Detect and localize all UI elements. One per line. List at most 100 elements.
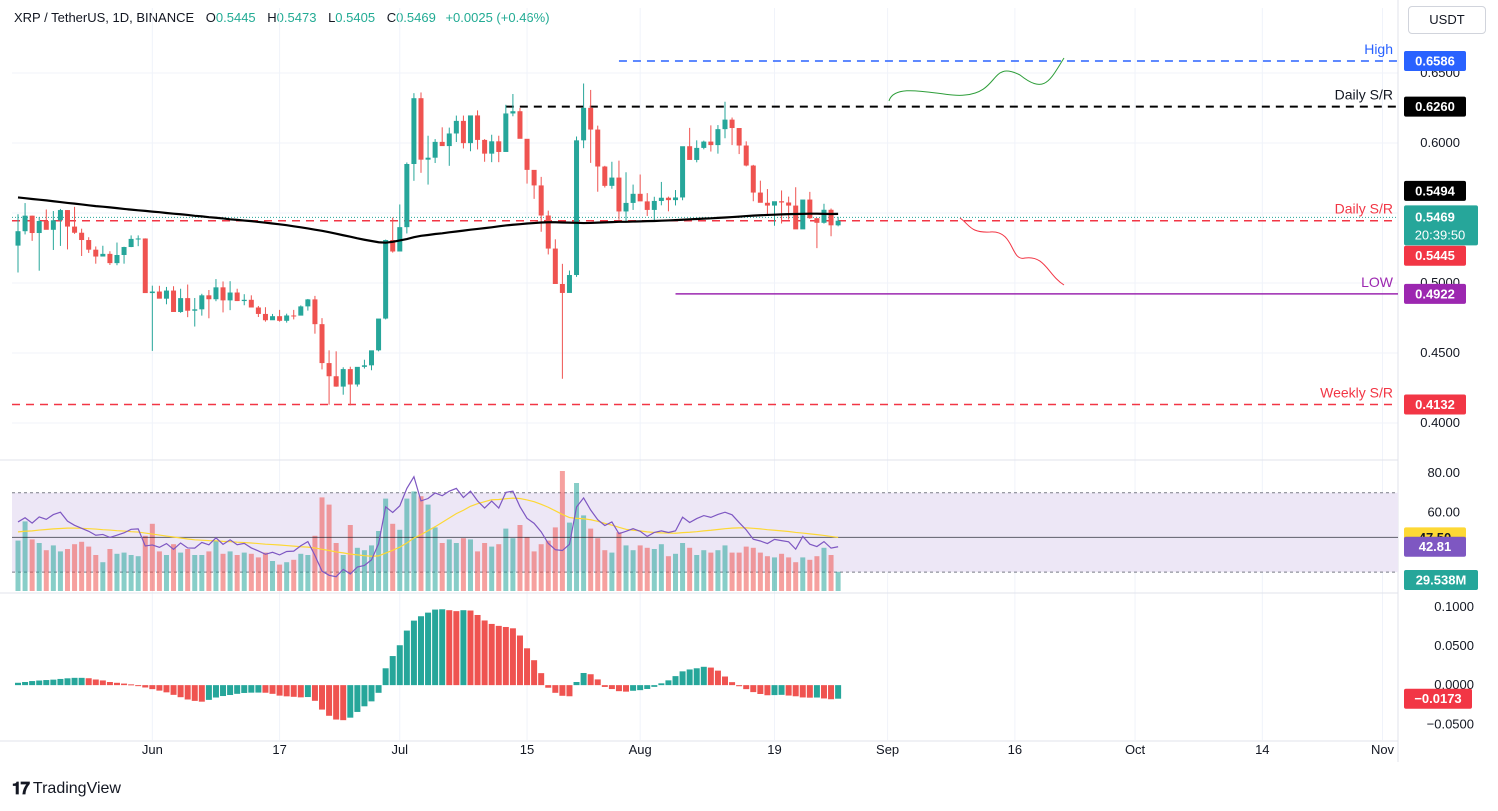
candle xyxy=(651,200,657,210)
candle xyxy=(142,238,148,294)
volume-bar xyxy=(262,552,268,591)
volume-bar xyxy=(149,523,155,591)
candle xyxy=(538,185,544,216)
volume-bar xyxy=(298,553,304,591)
volume-bar xyxy=(305,555,311,591)
macd-bar xyxy=(637,685,644,691)
volume-bar xyxy=(771,557,777,591)
volume-bar xyxy=(86,546,92,591)
x-tick-label: Nov xyxy=(1371,742,1395,757)
candle xyxy=(729,119,735,129)
candle xyxy=(658,197,664,201)
price-level-badge: 0.5494 xyxy=(1415,183,1456,198)
macd-bar xyxy=(764,685,771,696)
volume-bar xyxy=(397,529,403,591)
volume-bar xyxy=(340,555,346,591)
candle xyxy=(411,98,417,164)
macd-bar xyxy=(538,673,545,686)
candle xyxy=(361,365,367,367)
volume-bar xyxy=(135,556,141,591)
x-tick-label: 16 xyxy=(1008,742,1022,757)
candle xyxy=(701,141,707,148)
tradingview-logo-icon: 𝟏𝟕 xyxy=(12,779,30,798)
macd-bar xyxy=(262,685,269,693)
candle xyxy=(552,248,558,284)
volume-bar xyxy=(559,471,565,591)
candle xyxy=(93,249,99,257)
candle xyxy=(771,201,777,206)
macd-bar xyxy=(566,685,573,697)
currency-button[interactable]: USDT xyxy=(1408,6,1486,34)
macd-bar xyxy=(128,684,135,686)
macd-bar xyxy=(778,685,785,695)
macd-bar xyxy=(474,614,481,686)
macd-bar xyxy=(425,612,432,686)
macd-bar xyxy=(22,682,29,686)
macd-bar xyxy=(410,620,417,686)
candle xyxy=(574,140,580,276)
macd-bar xyxy=(573,682,580,686)
macd-bar xyxy=(234,685,241,694)
macd-bar xyxy=(43,680,50,686)
rsi-y-tick-label: 60.00 xyxy=(1427,505,1460,520)
rsi-y-tick-label: 80.00 xyxy=(1427,465,1460,480)
low-value: 0.5405 xyxy=(335,10,376,25)
macd-bar xyxy=(531,660,538,686)
macd-bar xyxy=(665,680,672,686)
macd-bar xyxy=(672,676,679,686)
price-level-badge-bg xyxy=(1404,50,1466,71)
candle xyxy=(326,363,332,377)
x-tick-label: Oct xyxy=(1125,742,1146,757)
volume-bar xyxy=(687,547,693,591)
candle xyxy=(439,141,445,147)
volume-bar xyxy=(807,559,813,591)
volume-bar xyxy=(248,553,254,591)
macd-bar xyxy=(78,677,85,686)
candle xyxy=(340,369,346,387)
candle xyxy=(793,205,799,230)
macd-bar xyxy=(467,610,474,686)
candle xyxy=(213,287,219,300)
level-label: Daily S/R xyxy=(1335,201,1393,217)
candle xyxy=(814,218,820,223)
volume-bar xyxy=(79,541,85,591)
macd-bar xyxy=(743,685,750,690)
volume-bar xyxy=(757,552,763,591)
symbol-title: XRP / TetherUS, 1D, BINANCE xyxy=(14,10,195,25)
candle xyxy=(446,133,452,147)
candle xyxy=(432,141,438,158)
volume-bar xyxy=(163,555,169,591)
macd-bar xyxy=(785,685,792,696)
candle xyxy=(121,247,127,255)
volume-bar xyxy=(270,561,276,591)
volume-bar xyxy=(665,556,671,591)
y-tick-label: 0.4500 xyxy=(1420,345,1460,360)
volume-bar xyxy=(418,496,424,591)
macd-bar xyxy=(651,685,658,687)
volume-bar xyxy=(36,543,42,591)
y-tick-label: 0.4000 xyxy=(1420,415,1460,430)
macd-bar xyxy=(290,685,297,697)
candle xyxy=(644,201,650,210)
macd-bar xyxy=(163,685,170,693)
candle xyxy=(715,129,721,146)
macd-bar xyxy=(57,678,64,686)
x-tick-label: Jun xyxy=(142,742,163,757)
macd-badge-bg xyxy=(1404,688,1472,709)
volume-bar xyxy=(333,543,339,591)
tradingview-brand[interactable]: 𝟏𝟕 TradingView xyxy=(12,779,121,799)
volume-bar xyxy=(828,555,834,591)
candle xyxy=(171,290,177,312)
volume-badge-bg xyxy=(1404,570,1478,590)
volume-bar xyxy=(390,523,396,591)
candle xyxy=(566,275,572,293)
macd-bar xyxy=(361,685,368,707)
countdown-timer: 20:39:50 xyxy=(1415,227,1466,242)
macd-bar xyxy=(333,685,340,720)
volume-bar xyxy=(503,528,509,591)
candle xyxy=(623,202,629,212)
macd-y-tick-label: 0.0500 xyxy=(1434,638,1474,653)
volume-bar xyxy=(658,544,664,591)
volume-bar xyxy=(750,547,756,591)
